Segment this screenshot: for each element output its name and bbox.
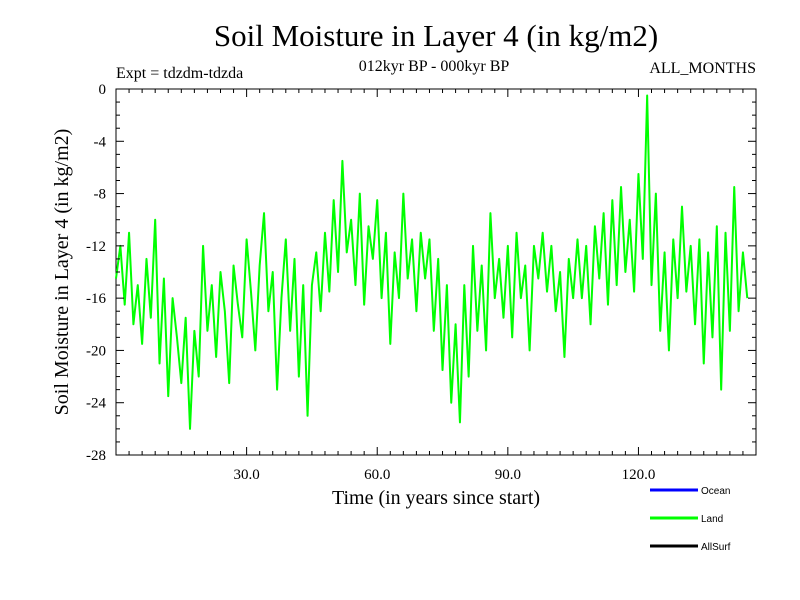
y-tick-label: -4 — [94, 134, 107, 150]
y-tick-label: -20 — [86, 343, 106, 359]
plot-area: 30.0 60.0 90.0 120.0 0 -4 -8 -12 -16 -20 -24 -28 — [86, 82, 757, 483]
y-tick-label: 0 — [99, 82, 107, 98]
x-tick-label: 120.0 — [622, 467, 656, 483]
chart-subtitle: 012kyr BP - 000kyr BP — [359, 58, 510, 75]
legend-label-ocean: Ocean — [701, 486, 730, 497]
experiment-label: Expt = tdzdm-tdzda — [116, 65, 243, 82]
y-tick-label: -28 — [86, 448, 106, 464]
legend-label-allsurf: AllSurf — [701, 542, 731, 553]
y-tick-label: -24 — [86, 396, 106, 412]
y-tick-label: -12 — [86, 239, 106, 255]
months-label: ALL_MONTHS — [649, 60, 756, 77]
legend: Ocean Land AllSurf — [650, 486, 731, 553]
legend-label-land: Land — [701, 514, 723, 525]
series-line-land — [115, 94, 749, 430]
x-tick-label: 60.0 — [364, 467, 390, 483]
x-tick-label: 30.0 — [233, 467, 259, 483]
y-tick-label: -16 — [86, 291, 106, 307]
x-tick-label: 90.0 — [495, 467, 521, 483]
chart-title: Soil Moisture in Layer 4 (in kg/m2) — [214, 18, 658, 53]
y-tick-label: -8 — [94, 187, 107, 203]
y-axis-label: Soil Moisture in Layer 4 (in kg/m2) — [51, 129, 73, 416]
x-axis-label: Time (in years since start) — [332, 487, 540, 509]
